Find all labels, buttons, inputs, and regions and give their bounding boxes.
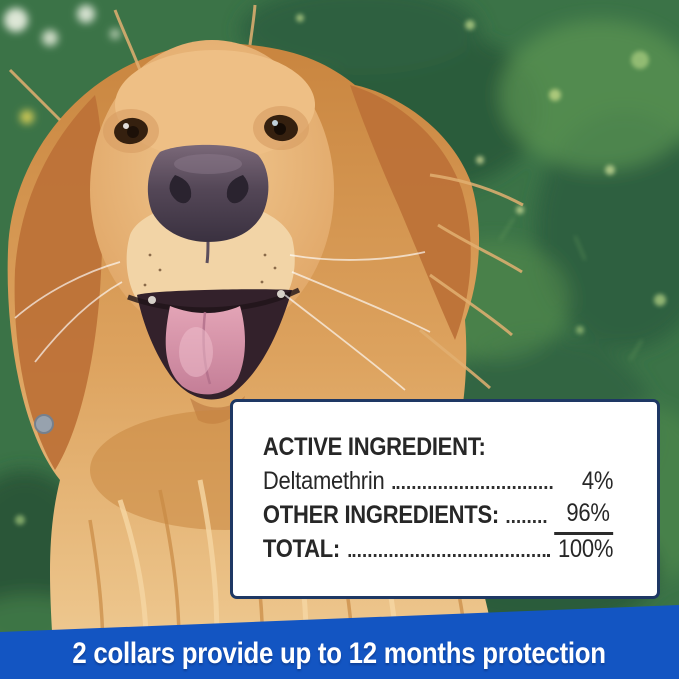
protection-banner-text: 2 collars provide up to 12 months protec…: [72, 636, 607, 670]
ingredients-panel: ACTIVE INGREDIENT: Deltamethrin 4% OTHER…: [230, 399, 660, 599]
dot-leader: [347, 554, 551, 557]
dog-ear-left: [14, 95, 104, 470]
deltamethrin-value: 4%: [581, 467, 614, 495]
dot-leader: [392, 486, 553, 489]
collar-tag: [34, 414, 54, 434]
grass-bokeh: [15, 14, 666, 525]
dog-eye-right: [264, 114, 298, 142]
dog-nose: [147, 144, 269, 264]
dot-leader: [506, 520, 547, 523]
fur-wisps: [8, 4, 524, 390]
white-flowers: [4, 5, 120, 124]
whisker-dots: [143, 253, 277, 287]
dog-ear-right: [350, 85, 471, 340]
deltamethrin-label: Deltamethrin: [262, 467, 385, 495]
other-ingredients-value: 96%: [554, 498, 614, 535]
ingredient-row-deltamethrin: Deltamethrin 4%: [262, 463, 614, 497]
other-ingredients-label: OTHER INGREDIENTS:: [262, 501, 499, 529]
active-ingredient-label: ACTIVE INGREDIENT:: [262, 433, 486, 461]
total-value: 100%: [557, 535, 614, 563]
dog-eye-left: [114, 117, 148, 145]
total-label: TOTAL:: [262, 535, 340, 563]
dog-tongue: [165, 306, 245, 395]
ingredient-row-other: OTHER INGREDIENTS: 96%: [262, 497, 614, 535]
ingredient-row-total: TOTAL: 100%: [262, 531, 614, 565]
ingredient-row-active-header: ACTIVE INGREDIENT:: [263, 427, 613, 463]
whiskers: [14, 251, 431, 391]
